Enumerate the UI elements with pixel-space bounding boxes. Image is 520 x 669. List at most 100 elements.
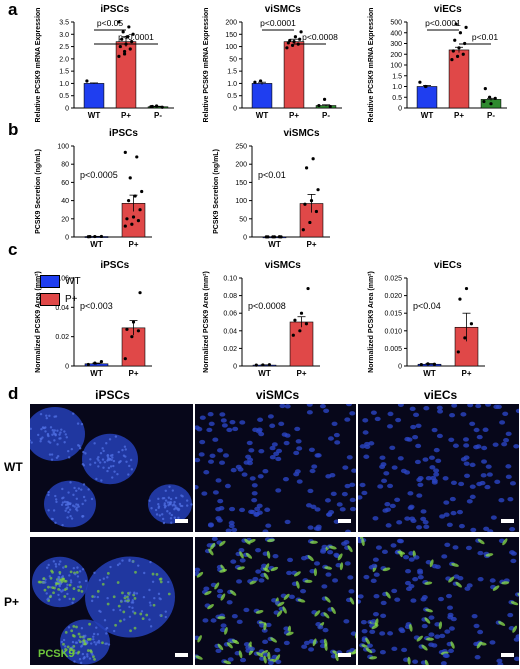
nucleus <box>317 625 324 630</box>
nucleus <box>450 616 457 622</box>
nucleus <box>78 570 82 573</box>
nucleus <box>46 566 49 569</box>
pcsk9-signal <box>334 653 339 662</box>
nucleus <box>466 583 473 588</box>
nucleus <box>169 517 173 520</box>
nucleus <box>470 527 477 532</box>
nucleus <box>251 491 258 496</box>
pcsk9-signal <box>62 642 65 646</box>
nucleus <box>262 639 269 645</box>
nucleus <box>464 473 471 478</box>
pcsk9-signal <box>263 572 269 580</box>
bar-wt <box>251 83 273 109</box>
nucleus <box>343 540 350 545</box>
nucleus <box>217 588 224 594</box>
nucleus <box>450 510 457 516</box>
nucleus <box>89 458 92 461</box>
nucleus <box>185 499 189 502</box>
nucleus <box>360 620 367 625</box>
pcsk9-signal <box>91 595 95 598</box>
pcsk9-signal <box>119 619 122 623</box>
nucleus <box>449 496 456 502</box>
nucleus <box>103 619 107 622</box>
pcsk9-signal <box>283 593 290 600</box>
pcsk9-signal <box>72 651 75 655</box>
pcsk9-signal <box>207 603 214 610</box>
pcsk9-signal <box>347 545 353 553</box>
nucleus <box>447 605 454 610</box>
nucleus <box>131 560 135 563</box>
nucleus <box>437 409 444 414</box>
nucleus <box>232 426 239 432</box>
pcsk9-signal <box>501 581 510 585</box>
y-tick-label: 0.10 <box>223 276 237 283</box>
nucleus <box>52 509 56 512</box>
nucleus <box>80 488 83 491</box>
nucleus <box>387 411 394 417</box>
nucleus <box>315 526 322 531</box>
pcsk9-signal <box>421 644 428 651</box>
nucleus <box>452 545 459 550</box>
nucleus <box>410 424 417 430</box>
nucleus <box>416 493 423 498</box>
nucleus <box>65 586 69 589</box>
data-point <box>279 235 283 239</box>
data-point <box>453 38 457 42</box>
nucleus <box>61 523 64 527</box>
panel-letter-a: a <box>8 0 18 19</box>
nucleus <box>373 572 380 577</box>
data-point <box>117 54 121 59</box>
nucleus <box>453 574 460 579</box>
data-point <box>254 363 258 367</box>
nucleus <box>102 466 105 469</box>
y-axis-label: Relative PCSK9 mRNA Expression <box>203 8 210 122</box>
nucleus <box>320 549 327 554</box>
nucleus <box>420 516 427 522</box>
pcsk9-signal <box>79 585 82 589</box>
nucleus <box>460 412 467 417</box>
nucleus <box>161 513 164 516</box>
nucleus <box>163 502 166 505</box>
nucleus <box>236 619 243 625</box>
p-value-label: p<0.0001 <box>118 32 154 42</box>
y-tick-label: 100 <box>235 198 247 205</box>
pcsk9-signal <box>70 629 74 633</box>
nucleus <box>98 609 101 613</box>
nucleus <box>331 421 338 426</box>
nucleus <box>149 604 152 607</box>
nucleus <box>451 404 458 408</box>
nucleus <box>149 560 152 564</box>
nucleus <box>501 441 508 447</box>
data-point <box>125 35 130 39</box>
nucleus <box>371 563 378 569</box>
y-tick-label: 100 <box>57 144 69 151</box>
data-point <box>136 219 141 223</box>
nucleus <box>202 618 209 623</box>
nucleus <box>329 472 336 478</box>
pcsk9-signal <box>451 563 459 567</box>
pcsk9-signal <box>159 580 163 584</box>
nucleus <box>123 594 127 598</box>
nucleus <box>73 660 76 663</box>
data-point <box>126 199 131 203</box>
pcsk9-signal <box>223 660 232 665</box>
nucleus <box>249 646 256 652</box>
nucleus <box>90 599 94 603</box>
nucleus <box>112 464 115 468</box>
pcsk9-signal <box>324 566 333 570</box>
nucleus <box>380 613 387 618</box>
nucleus <box>58 437 61 440</box>
nucleus <box>395 417 402 423</box>
nucleus <box>118 562 121 565</box>
nucleus <box>239 420 246 425</box>
nucleus <box>307 525 314 530</box>
nucleus <box>82 483 86 486</box>
nucleus <box>346 404 353 407</box>
nucleus <box>88 657 92 660</box>
nucleus <box>339 507 346 512</box>
data-point <box>311 157 315 161</box>
nucleus <box>158 514 162 517</box>
nucleus <box>53 415 56 418</box>
pcsk9-signal <box>43 588 47 592</box>
data-point <box>487 95 492 99</box>
